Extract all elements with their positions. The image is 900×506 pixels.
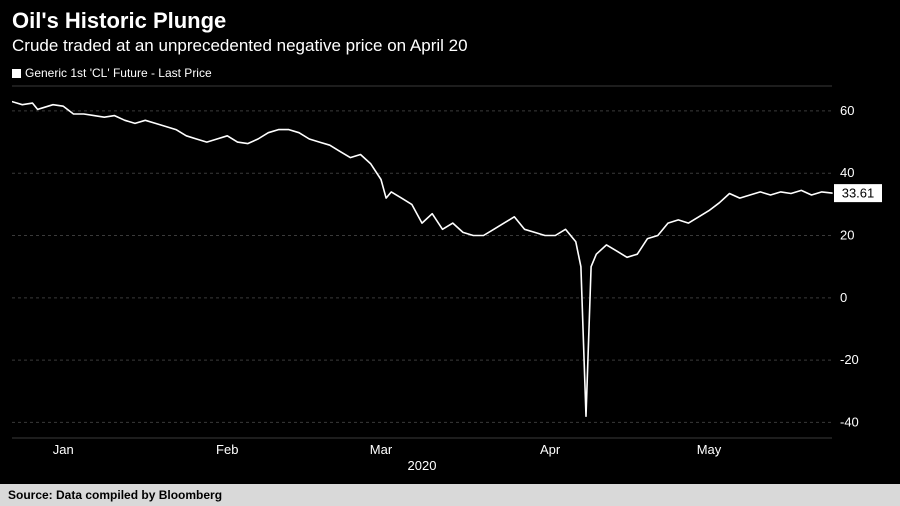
svg-text:Apr: Apr <box>540 442 561 457</box>
chart-title: Oil's Historic Plunge <box>0 0 900 34</box>
chart-svg: -40 -20 0 20 40 60 Jan Feb Mar Apr May 2020 33.61 <box>12 82 888 478</box>
svg-text:-20: -20 <box>840 352 859 367</box>
svg-text:60: 60 <box>840 103 854 118</box>
chart-container: { "title": "Oil's Historic Plunge", "sub… <box>0 0 900 506</box>
svg-text:33.61: 33.61 <box>842 186 875 201</box>
svg-text:20: 20 <box>840 228 854 243</box>
svg-text:Feb: Feb <box>216 442 238 457</box>
legend-swatch <box>12 69 21 78</box>
chart-footer: Source: Data compiled by Bloomberg <box>0 484 900 506</box>
legend: Generic 1st 'CL' Future - Last Price <box>0 62 900 82</box>
svg-text:Jan: Jan <box>53 442 74 457</box>
chart-subtitle: Crude traded at an unprecedented negativ… <box>0 34 900 62</box>
svg-text:Mar: Mar <box>370 442 393 457</box>
chart-plot: -40 -20 0 20 40 60 Jan Feb Mar Apr May 2020 33.61 <box>12 82 888 478</box>
svg-text:2020: 2020 <box>408 458 437 473</box>
svg-text:40: 40 <box>840 165 854 180</box>
svg-text:0: 0 <box>840 290 847 305</box>
svg-text:May: May <box>697 442 722 457</box>
legend-label: Generic 1st 'CL' Future - Last Price <box>25 66 212 80</box>
svg-text:-40: -40 <box>840 414 859 429</box>
